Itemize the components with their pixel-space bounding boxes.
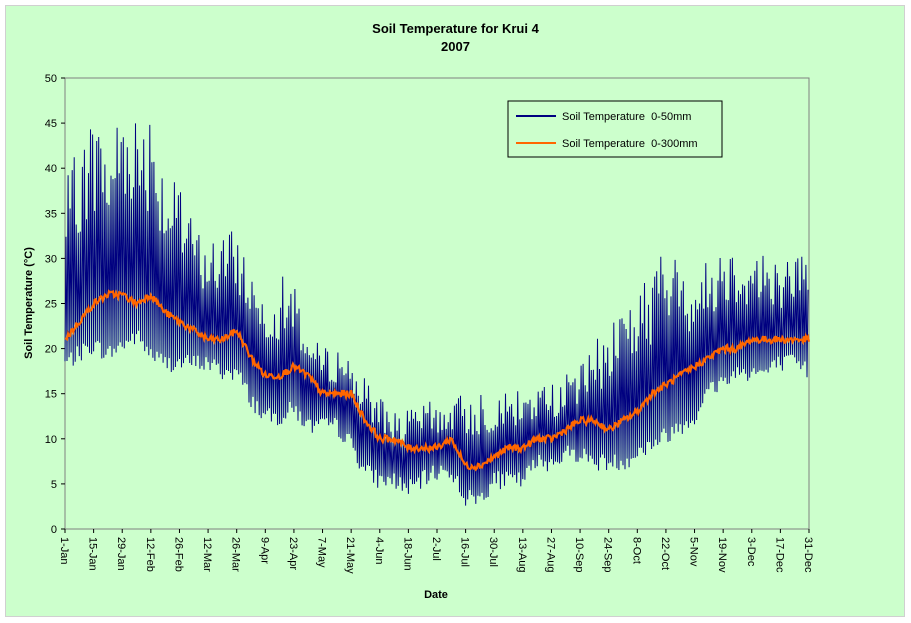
x-tick-label: 3-Dec [745,537,757,567]
legend-box [507,100,723,158]
x-tick-label: 30-Jul [487,537,499,567]
y-tick-label: 20 [45,344,57,356]
series-layer [64,123,811,506]
x-axis-label: Date [424,589,448,601]
legend-label-0-300mm: Soil Temperature 0-300mm [562,138,698,150]
y-tick-label: 25 [45,299,57,311]
x-tick-label: 21-May [344,537,356,574]
x-tick-label: 19-Nov [716,537,728,573]
chart-title: Soil Temperature for Krui 4 [372,21,539,36]
x-tick-label: 26-Mar [230,537,242,572]
y-tick-label: 30 [45,253,57,265]
x-tick-label: 10-Sep [573,537,585,572]
x-tick-label: 29-Jan [115,537,127,571]
y-tick-label: 40 [45,163,57,175]
y-axis: 0 5 10 15 20 25 30 35 40 45 50 [45,73,65,536]
y-tick-label: 5 [51,479,57,491]
y-tick-label: 0 [51,524,57,536]
y-tick-label: 45 [45,118,57,130]
x-tick-label: 17-Dec [773,537,785,573]
x-tick-label: 22-Oct [659,537,671,570]
x-tick-label: 9-Apr [258,537,270,564]
chart-subtitle: 2007 [441,39,470,54]
y-tick-label: 50 [45,73,57,85]
y-tick-label: 15 [45,389,57,401]
y-tick-label: 10 [45,434,57,446]
x-tick-label: 23-Apr [287,537,299,570]
series-line-0-50mm [64,123,809,506]
x-tick-label: 16-Jul [459,537,471,567]
x-tick-label: 18-Jun [401,537,413,571]
x-tick-label: 4-Jun [373,537,385,565]
x-axis: 1-Jan 15-Jan 29-Jan 12-Feb 26-Feb 12-Mar 26-Ma… [58,529,814,574]
x-tick-label: 13-Aug [516,537,528,572]
y-axis-label: Soil Temperature (°C) [23,247,35,359]
x-tick-label: 2-Jul [430,537,442,561]
x-tick-label: 8-Oct [630,537,642,564]
x-tick-label: 24-Sep [602,537,614,572]
series-line-0-300mm [64,289,811,472]
y-tick-label: 35 [45,208,57,220]
x-tick-label: 5-Nov [688,537,700,567]
x-tick-label: 27-Aug [544,537,556,572]
x-tick-label: 1-Jan [58,537,70,565]
x-tick-label: 26-Feb [172,537,184,572]
x-tick-label: 31-Dec [802,537,814,573]
x-tick-label: 15-Jan [87,537,99,571]
x-tick-label: 12-Mar [201,537,213,572]
legend-label-0-50mm: Soil Temperature 0-50mm [562,111,691,123]
legend: Soil Temperature 0-50mm Soil Temperature… [507,100,723,158]
x-tick-label: 12-Feb [144,537,156,572]
x-tick-label: 7-May [316,537,328,568]
